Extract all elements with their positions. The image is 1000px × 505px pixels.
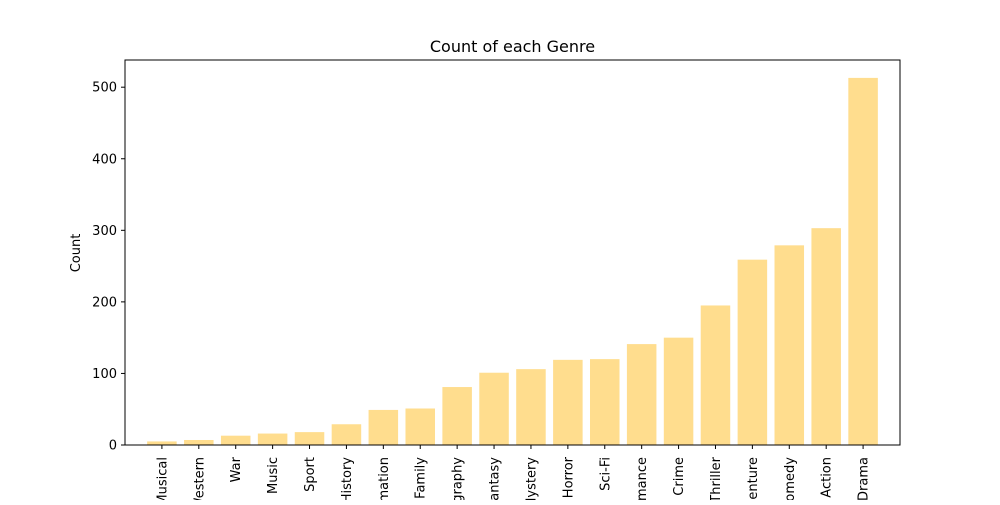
bars-layer [147, 77, 878, 445]
x-tick-label: Family [414, 457, 429, 499]
plot-area-frame [124, 59, 901, 446]
y-tick-label: 200 [92, 295, 117, 310]
x-tick-label: Fantasy [488, 457, 503, 500]
x-axis-ticks: Musical Western War Music Sport History Animat… [155, 445, 872, 505]
chart-title: Count of each Genre [430, 37, 595, 56]
bar-family [405, 408, 435, 445]
bar-action [811, 228, 841, 445]
bar-thriller [700, 305, 731, 445]
bar-adventure [737, 259, 768, 445]
x-tick-label: Animation [377, 457, 392, 500]
y-tick-label: 400 [92, 152, 117, 167]
y-tick-label: 300 [92, 224, 117, 239]
bar-horror [553, 359, 583, 445]
bar-animation [368, 409, 399, 445]
bar-mystery [516, 369, 546, 445]
x-tick-label: Action [820, 457, 835, 498]
x-tick-label: Western [192, 457, 207, 500]
x-tick-label: Mystery [524, 457, 539, 500]
x-tick-label: Drama [857, 457, 872, 500]
x-tick-label: Romance [635, 457, 650, 500]
bar-comedy [774, 245, 805, 445]
x-tick-label: Adventure [746, 457, 761, 500]
bar-musical [147, 441, 177, 445]
x-tick-label: Biography [451, 457, 466, 500]
bar-sci-fi [590, 359, 620, 445]
bar-biography [442, 387, 472, 445]
x-tick-label: Sci-Fi [598, 457, 613, 491]
bar-music [257, 433, 288, 445]
bar-crime [663, 337, 694, 445]
bar-war [220, 435, 251, 445]
y-tick-label: 0 [109, 439, 117, 454]
x-tick-label: Horror [561, 456, 576, 498]
x-tick-label: History [340, 457, 355, 500]
y-tick-label: 500 [92, 81, 117, 96]
y-tick-label: 100 [92, 367, 117, 382]
y-axis-label: Count [69, 234, 84, 273]
x-tick-label: Sport [303, 457, 318, 492]
bar-fantasy [479, 372, 509, 445]
bar-history [331, 424, 362, 445]
bar-sport [294, 432, 325, 445]
x-tick-label: Musical [155, 457, 170, 500]
x-tick-label: War [229, 456, 244, 482]
bar-western [184, 439, 214, 445]
x-tick-label: Thriller [709, 456, 724, 500]
x-tick-label: Crime [672, 457, 687, 496]
bar-romance [626, 344, 657, 445]
bar-drama [848, 77, 878, 445]
x-tick-label: Comedy [783, 457, 798, 500]
y-axis-ticks: 0 100 200 300 400 500 [92, 81, 125, 454]
x-tick-label: Music [266, 457, 281, 494]
